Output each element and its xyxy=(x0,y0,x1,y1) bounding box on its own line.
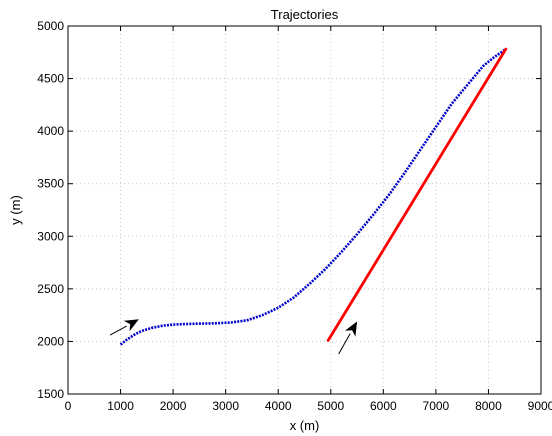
arrow-head xyxy=(123,319,139,332)
x-axis-label: x (m) xyxy=(290,418,320,433)
y-tick-label: 3500 xyxy=(37,177,64,191)
arrow-shaft xyxy=(109,325,127,336)
grid-lines xyxy=(68,26,541,394)
y-tick-label: 1500 xyxy=(37,387,64,401)
y-tick-label: 4500 xyxy=(37,72,64,86)
x-tick-label: 0 xyxy=(65,399,72,413)
y-tick-label: 4000 xyxy=(37,124,64,138)
y-tick-label: 3000 xyxy=(37,229,64,243)
chart-title: Trajectories xyxy=(271,7,339,22)
x-tick-label: 1000 xyxy=(107,399,134,413)
x-tick-label: 9000 xyxy=(528,399,552,413)
x-tick-label: 6000 xyxy=(370,399,397,413)
axis-ticks: 0 1000 2000 3000 4000 5000 6000 7000 8000 9000 150… xyxy=(37,19,552,413)
plot-annotations xyxy=(109,319,358,355)
y-axis-label: y (m) xyxy=(8,195,23,225)
plot-series xyxy=(119,47,508,346)
x-tick-label: 5000 xyxy=(317,399,344,413)
y-tick-label: 5000 xyxy=(37,19,64,33)
x-tick-label: 7000 xyxy=(423,399,450,413)
plot-frame xyxy=(67,25,542,395)
series-line-blue xyxy=(119,48,507,346)
x-tick-label: 2000 xyxy=(160,399,187,413)
x-tick-label: 4000 xyxy=(265,399,292,413)
series-line-red xyxy=(326,47,508,342)
arrow-shaft xyxy=(338,333,351,355)
y-tick-label: 2500 xyxy=(37,282,64,296)
y-tick-label: 2000 xyxy=(37,334,64,348)
x-tick-label: 8000 xyxy=(475,399,502,413)
arrow-head xyxy=(344,321,358,337)
x-tick-label: 3000 xyxy=(212,399,239,413)
